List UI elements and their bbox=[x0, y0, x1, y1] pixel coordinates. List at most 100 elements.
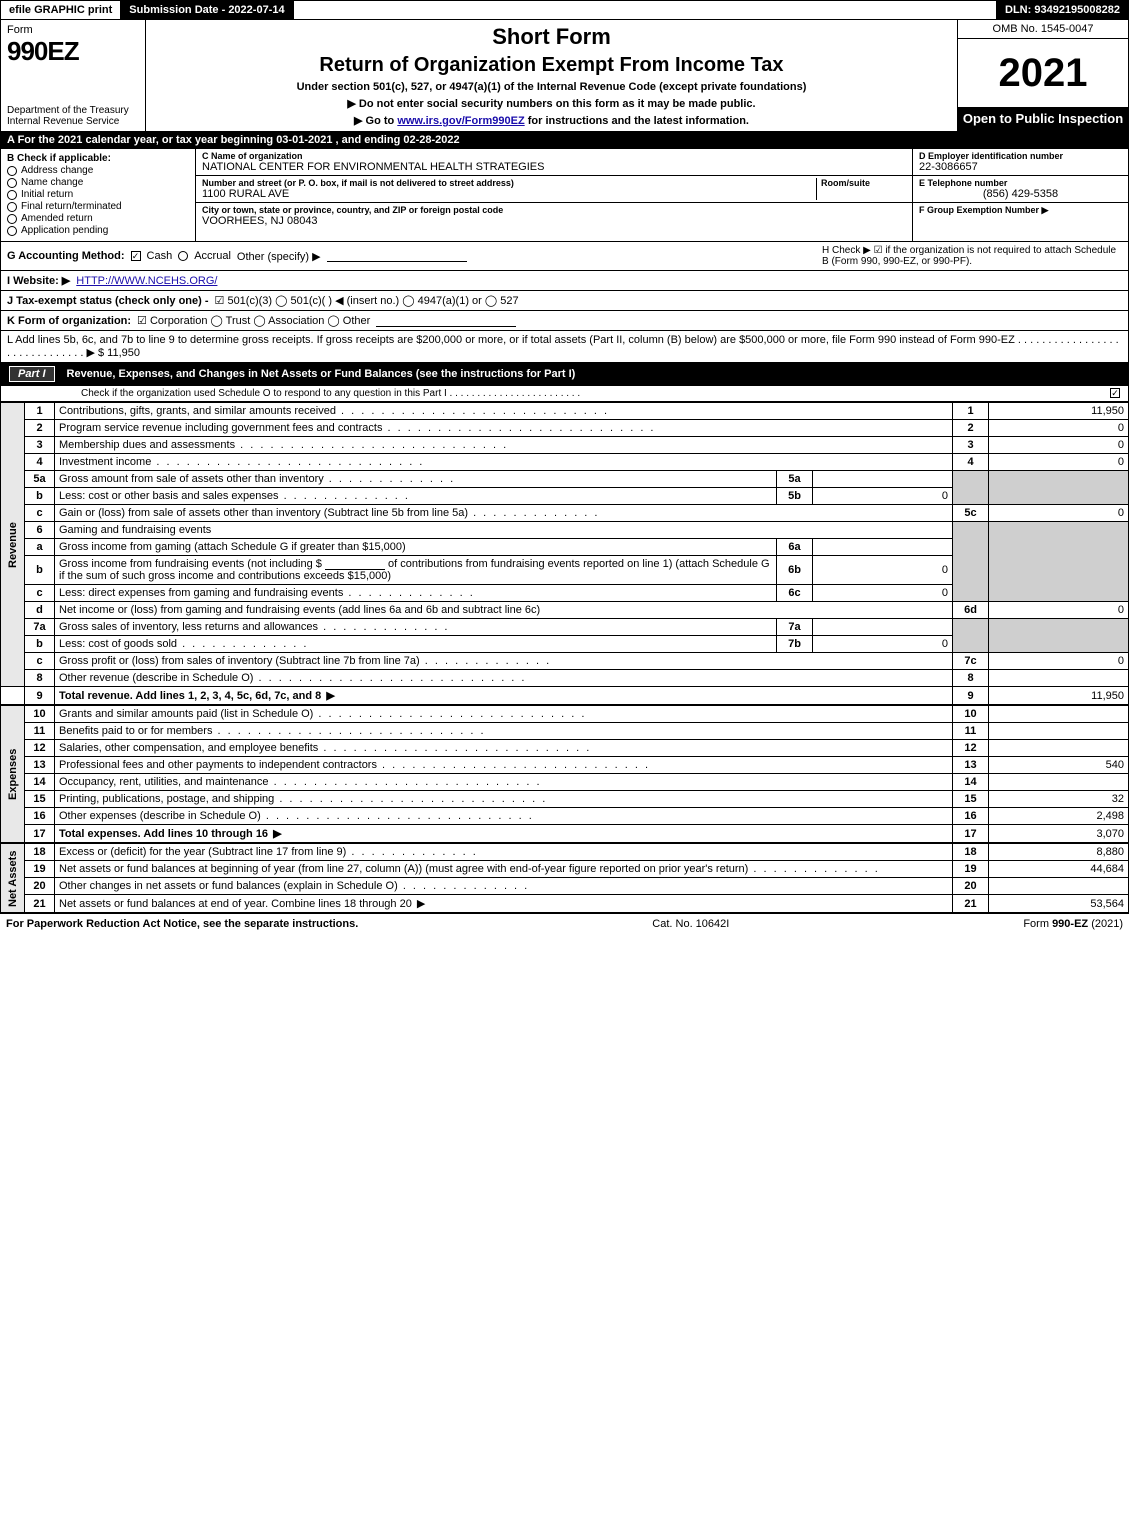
k-options: ☑ Corporation ◯ Trust ◯ Association ◯ Ot… bbox=[137, 314, 370, 327]
l6d-desc: Net income or (loss) from gaming and fun… bbox=[55, 602, 953, 619]
form-number: 990EZ bbox=[7, 36, 139, 67]
l5a-icol: 5a bbox=[777, 471, 813, 488]
l16-num: 16 bbox=[25, 808, 55, 825]
l15-col: 15 bbox=[953, 791, 989, 808]
l17-col: 17 bbox=[953, 825, 989, 843]
l5c-desc: Gain or (loss) from sale of assets other… bbox=[59, 507, 599, 519]
header-right: OMB No. 1545-0047 2021 Open to Public In… bbox=[958, 20, 1128, 131]
l16-val: 2,498 bbox=[989, 808, 1129, 825]
l12-val bbox=[989, 740, 1129, 757]
lbl-name-change: Name change bbox=[21, 177, 83, 188]
l8-desc: Other revenue (describe in Schedule O) bbox=[59, 672, 526, 684]
l7a-num: 7a bbox=[25, 619, 55, 636]
l6b-desc1: Gross income from fundraising events (no… bbox=[59, 558, 322, 570]
j-options: ☑ 501(c)(3) ◯ 501(c)( ) ◀ (insert no.) ◯… bbox=[215, 294, 519, 307]
dln: DLN: 93492195008282 bbox=[997, 1, 1128, 19]
l12-num: 12 bbox=[25, 740, 55, 757]
chk-cash[interactable] bbox=[131, 251, 141, 261]
l6b-blank[interactable] bbox=[325, 558, 385, 570]
l7a-icol: 7a bbox=[777, 619, 813, 636]
l10-val bbox=[989, 706, 1129, 723]
l15-num: 15 bbox=[25, 791, 55, 808]
l5c-col: 5c bbox=[953, 505, 989, 522]
org-name-value: NATIONAL CENTER FOR ENVIRONMENTAL HEALTH… bbox=[202, 161, 906, 173]
col-b-checkboxes: B Check if applicable: Address change Na… bbox=[1, 149, 196, 241]
l9-col: 9 bbox=[953, 687, 989, 705]
l11-col: 11 bbox=[953, 723, 989, 740]
l19-val: 44,684 bbox=[989, 861, 1129, 878]
cell-group-exemption: F Group Exemption Number ▶ bbox=[913, 203, 1128, 241]
chk-name-change[interactable] bbox=[7, 178, 17, 188]
footer-right-bold: 990-EZ bbox=[1052, 918, 1088, 930]
row-g-accounting: G Accounting Method: Cash Accrual Other … bbox=[1, 242, 1128, 271]
col-c-org-info: C Name of organization NATIONAL CENTER F… bbox=[196, 149, 913, 241]
part-i-sub-text: Check if the organization used Schedule … bbox=[81, 388, 580, 399]
open-to-public: Open to Public Inspection bbox=[958, 107, 1128, 131]
efile-print[interactable]: efile GRAPHIC print bbox=[1, 1, 121, 19]
room-label: Room/suite bbox=[821, 178, 906, 188]
part-i-tag: Part I bbox=[9, 366, 55, 382]
row-l-gross-receipts: L Add lines 5b, 6c, and 7b to line 9 to … bbox=[1, 331, 1128, 362]
org-name-label: C Name of organization bbox=[202, 151, 906, 161]
website-link[interactable]: HTTP://WWW.NCEHS.ORG/ bbox=[76, 275, 217, 287]
l10-col: 10 bbox=[953, 706, 989, 723]
l3-val: 0 bbox=[989, 437, 1129, 454]
l6-grey-val bbox=[989, 522, 1129, 602]
l21-col: 21 bbox=[953, 895, 989, 913]
l6d-col: 6d bbox=[953, 602, 989, 619]
l21-val: 53,564 bbox=[989, 895, 1129, 913]
l7a-ival bbox=[813, 619, 953, 636]
l5b-desc: Less: cost or other basis and sales expe… bbox=[59, 490, 410, 502]
k-other-blank[interactable] bbox=[376, 315, 516, 327]
cell-street: Number and street (or P. O. box, if mail… bbox=[196, 176, 912, 203]
chk-initial-return[interactable] bbox=[7, 190, 17, 200]
city-label: City or town, state or province, country… bbox=[202, 205, 906, 215]
l7c-num: c bbox=[25, 653, 55, 670]
goto-link[interactable]: www.irs.gov/Form990EZ bbox=[397, 115, 524, 127]
l9-val: 11,950 bbox=[989, 687, 1129, 705]
cell-city: City or town, state or province, country… bbox=[196, 203, 912, 229]
l7c-val: 0 bbox=[989, 653, 1129, 670]
col-d-ids: D Employer identification number 22-3086… bbox=[913, 149, 1128, 241]
l6a-ival bbox=[813, 539, 953, 556]
l15-val: 32 bbox=[989, 791, 1129, 808]
goto-suffix: for instructions and the latest informat… bbox=[525, 115, 749, 127]
sidebar-net-assets: Net Assets bbox=[1, 844, 25, 913]
l6c-ival: 0 bbox=[813, 585, 953, 602]
page-footer: For Paperwork Reduction Act Notice, see … bbox=[0, 913, 1129, 934]
l18-val: 8,880 bbox=[989, 844, 1129, 861]
chk-address-change[interactable] bbox=[7, 166, 17, 176]
l7b-icol: 7b bbox=[777, 636, 813, 653]
chk-amended-return[interactable] bbox=[7, 214, 17, 224]
chk-final-return[interactable] bbox=[7, 202, 17, 212]
l20-col: 20 bbox=[953, 878, 989, 895]
chk-application-pending[interactable] bbox=[7, 226, 17, 236]
department: Department of the Treasury Internal Reve… bbox=[7, 105, 139, 127]
l5c-val: 0 bbox=[989, 505, 1129, 522]
chk-schedule-o-used[interactable] bbox=[1110, 388, 1120, 398]
lbl-address-change: Address change bbox=[21, 165, 93, 176]
net-assets-table: Net Assets 18 Excess or (deficit) for th… bbox=[0, 843, 1129, 913]
l12-desc: Salaries, other compensation, and employ… bbox=[59, 742, 591, 754]
cell-telephone: E Telephone number (856) 429-5358 bbox=[913, 176, 1128, 203]
l14-col: 14 bbox=[953, 774, 989, 791]
cell-ein: D Employer identification number 22-3086… bbox=[913, 149, 1128, 176]
l9-num: 9 bbox=[25, 687, 55, 705]
header-center: Short Form Return of Organization Exempt… bbox=[146, 20, 958, 131]
l-text: L Add lines 5b, 6c, and 7b to line 9 to … bbox=[7, 334, 1122, 359]
l18-desc: Excess or (deficit) for the year (Subtra… bbox=[59, 846, 478, 858]
l3-desc: Membership dues and assessments bbox=[59, 439, 508, 451]
footer-left: For Paperwork Reduction Act Notice, see … bbox=[6, 918, 358, 930]
k-label: K Form of organization: bbox=[7, 315, 131, 327]
under-section: Under section 501(c), 527, or 4947(a)(1)… bbox=[156, 81, 947, 93]
l19-desc: Net assets or fund balances at beginning… bbox=[59, 863, 880, 875]
chk-accrual[interactable] bbox=[178, 251, 188, 261]
row-j-status: J Tax-exempt status (check only one) - ☑… bbox=[1, 291, 1128, 311]
lbl-other: Other (specify) ▶ bbox=[237, 250, 321, 263]
lbl-accrual: Accrual bbox=[194, 250, 231, 262]
l20-desc: Other changes in net assets or fund bala… bbox=[59, 880, 529, 892]
l18-num: 18 bbox=[25, 844, 55, 861]
other-blank[interactable] bbox=[327, 250, 467, 262]
l6b-icol: 6b bbox=[777, 556, 813, 585]
l21-num: 21 bbox=[25, 895, 55, 913]
